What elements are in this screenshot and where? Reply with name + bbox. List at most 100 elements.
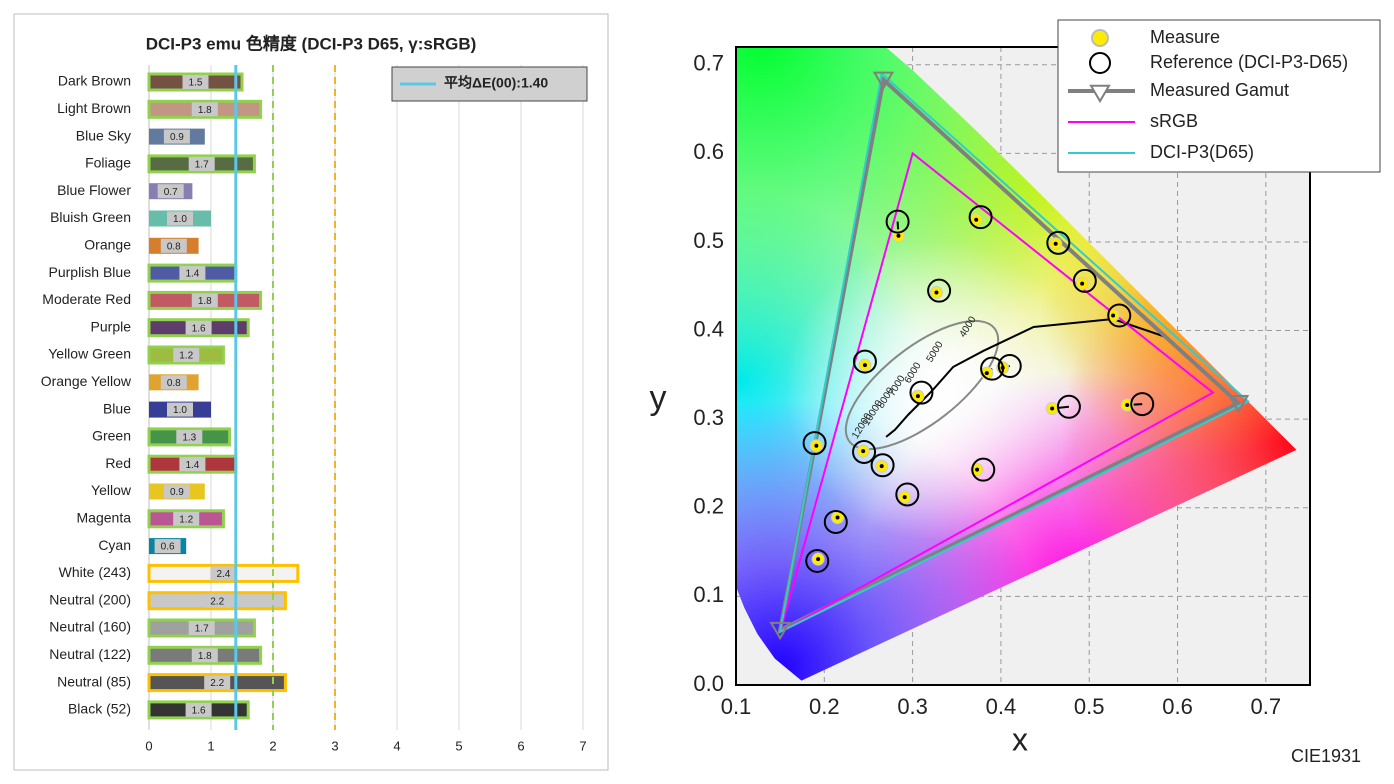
- gamut-vertex: [872, 71, 895, 90]
- arrow-head: [1111, 313, 1116, 318]
- y-tick-label: 0.5: [693, 228, 724, 253]
- value-label: 2.2: [210, 596, 224, 607]
- arrow-head: [896, 233, 901, 238]
- legend-box: [1057, 19, 1381, 173]
- arrow-head: [1125, 402, 1130, 407]
- reference-point: [1107, 303, 1132, 328]
- gamut-vertex: [769, 621, 791, 641]
- legend-label: 平均ΔE(00):1.40: [444, 75, 548, 91]
- category-label: Red: [105, 455, 131, 471]
- value-label-box: [185, 320, 212, 335]
- legend-label: Measured Gamut: [1150, 80, 1289, 100]
- value-label-box: [191, 293, 218, 308]
- value-label: 2.2: [210, 678, 224, 689]
- x-tick-label: 1: [207, 738, 214, 753]
- arrow-head: [1080, 281, 1085, 286]
- arrow-head: [861, 449, 866, 454]
- category-label: Blue Flower: [57, 182, 131, 198]
- category-label: Purplish Blue: [49, 264, 132, 280]
- legend-symbol: [1091, 29, 1109, 47]
- category-label: Orange Yellow: [41, 373, 132, 389]
- reference-point: [852, 439, 877, 464]
- left-chart: DCI-P3 emu 色精度 (DCI-P3 D65, γ:sRGB) 0 1 2 3…: [13, 13, 609, 771]
- value-label-box: [179, 457, 206, 472]
- reference-point: [1130, 392, 1155, 417]
- value-label: 0.8: [167, 241, 181, 252]
- gamut: [778, 71, 1250, 634]
- reference-point: [885, 209, 910, 234]
- arrow-head: [816, 557, 821, 562]
- reference-point: [1072, 268, 1097, 293]
- value-label: 1.6: [192, 323, 206, 334]
- tolerance-ellipse: [844, 319, 1000, 451]
- value-label-box: [182, 75, 209, 89]
- category-label: Blue Sky: [76, 127, 131, 143]
- plot-frame: [735, 46, 1311, 686]
- value-label-box: [154, 539, 181, 554]
- x-tick-label: 0.7: [1251, 694, 1282, 719]
- x-tick-label: 0.1: [721, 694, 752, 719]
- category-label: Moderate Red: [42, 291, 131, 307]
- arrow-head: [814, 443, 819, 448]
- y-axis-label: y: [650, 379, 667, 417]
- reference-point: [823, 509, 848, 534]
- x-tick-label: 7: [579, 738, 586, 753]
- x-tick-label: 0.5: [1074, 694, 1105, 719]
- category-label: Yellow: [91, 482, 132, 498]
- value-label-box: [188, 156, 215, 171]
- reference-point: [997, 354, 1022, 378]
- value-label: 1.6: [192, 706, 206, 717]
- category-label: Yellow Green: [48, 346, 131, 362]
- value-label: 2.4: [216, 569, 230, 580]
- value-label: 1.0: [173, 405, 187, 416]
- gamut: [778, 151, 1215, 634]
- arrow-head: [915, 394, 920, 399]
- value-label: 0.8: [167, 378, 181, 389]
- legend-label: DCI-P3(D65): [1150, 142, 1254, 162]
- reference-point: [980, 356, 1005, 381]
- x-tick-label: 5: [455, 738, 462, 753]
- reference-point: [802, 431, 827, 456]
- value-label: 0.7: [164, 187, 178, 198]
- value-label: 1.3: [182, 433, 196, 444]
- category-label: Green: [92, 428, 131, 444]
- reference-point: [909, 380, 934, 405]
- reference-point: [1046, 230, 1071, 255]
- value-label-box: [160, 238, 187, 253]
- value-label-box: [167, 211, 193, 226]
- value-label-box: [173, 348, 200, 362]
- value-label-box: [191, 102, 218, 117]
- category-label: Cyan: [98, 537, 131, 553]
- value-label: 1.2: [179, 514, 193, 525]
- reference-point: [895, 482, 920, 507]
- value-label-box: [167, 402, 193, 417]
- chart-frame: [13, 13, 609, 771]
- x-tick-label: 0.6: [1162, 694, 1193, 719]
- category-label: Neutral (122): [49, 646, 131, 662]
- x-tick-label: 0.4: [986, 694, 1017, 719]
- y-tick-label: 0.4: [693, 316, 724, 341]
- legend-label: Reference (DCI-P3-D65): [1150, 52, 1348, 72]
- category-label: Blue: [103, 400, 131, 416]
- x-tick-label: 0: [145, 738, 152, 753]
- reference-point: [852, 349, 877, 374]
- value-label-box: [210, 566, 237, 581]
- x-tick-label: 4: [393, 738, 400, 753]
- x-tick-label: 0.2: [809, 694, 840, 719]
- value-label-box: [204, 675, 231, 690]
- arrow-head: [975, 467, 980, 472]
- value-label: 1.7: [195, 160, 209, 171]
- reference-point: [927, 278, 952, 303]
- reference-point: [870, 453, 895, 478]
- legend-symbol: [1089, 84, 1111, 104]
- value-label: 0.9: [170, 487, 184, 498]
- y-tick-label: 0.0: [693, 671, 724, 696]
- arrow-head: [902, 495, 907, 500]
- x-tick-label: 2: [269, 738, 276, 753]
- footnote: CIE1931: [1291, 746, 1361, 766]
- value-label-box: [160, 375, 187, 390]
- category-label: Neutral (200): [49, 591, 131, 607]
- value-label-box: [157, 184, 184, 199]
- category-label: Light Brown: [57, 100, 131, 116]
- reference-point: [1056, 394, 1081, 419]
